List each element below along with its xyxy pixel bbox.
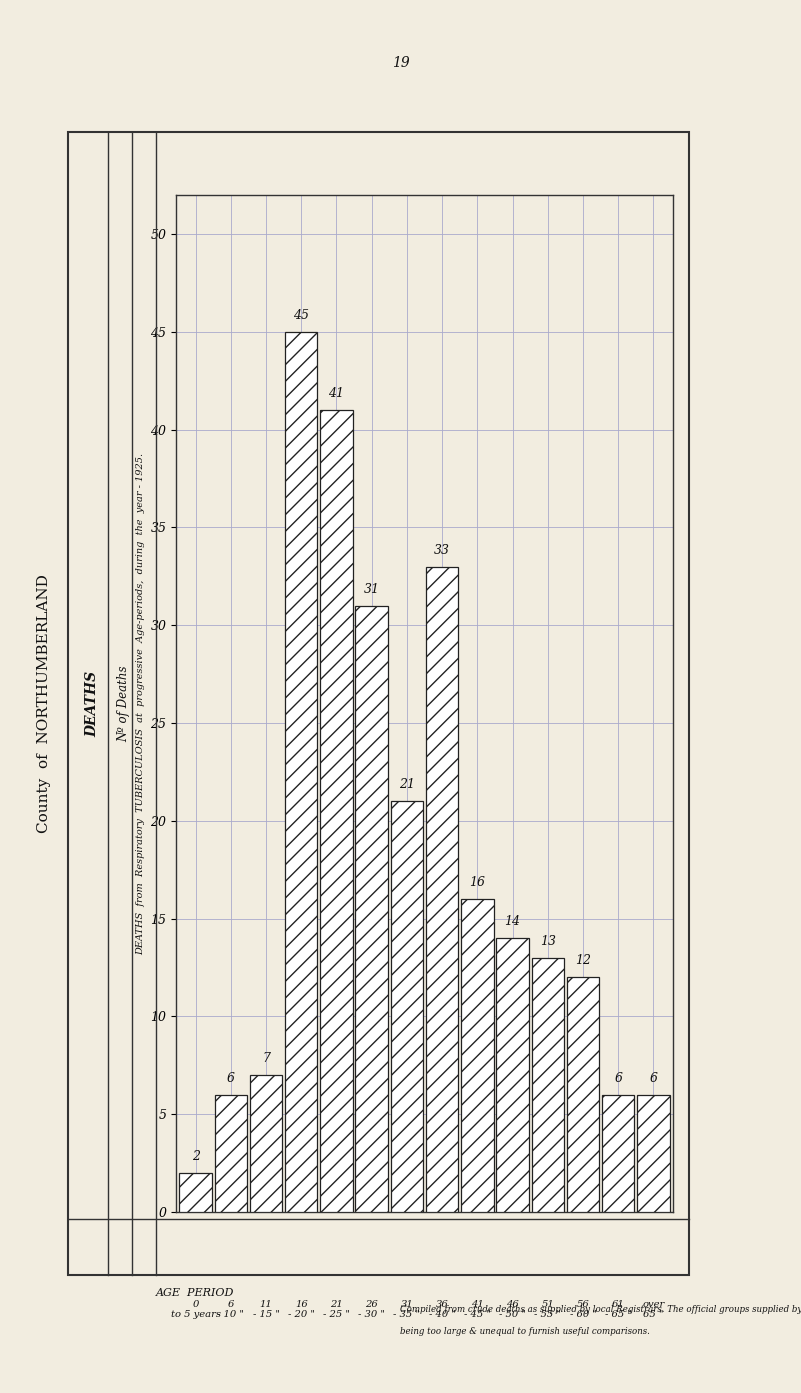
Text: AGE  PERIOD: AGE PERIOD xyxy=(156,1287,235,1298)
Bar xyxy=(567,978,599,1212)
Text: 13: 13 xyxy=(540,935,556,947)
Bar xyxy=(356,606,388,1212)
Bar xyxy=(250,1075,282,1212)
Bar xyxy=(179,1173,211,1212)
Text: 51
- 55 ": 51 - 55 " xyxy=(534,1300,562,1319)
Text: 36
- 40 ": 36 - 40 " xyxy=(429,1300,456,1319)
Text: 45: 45 xyxy=(293,309,309,322)
Bar xyxy=(532,958,564,1212)
Text: 31: 31 xyxy=(364,582,380,596)
Text: 41
- 45 ": 41 - 45 " xyxy=(464,1300,491,1319)
Text: 61
- 65 ": 61 - 65 " xyxy=(605,1300,632,1319)
Text: 16: 16 xyxy=(469,876,485,889)
Text: DEATHS  from  Respiratory  TUBERCULOSIS  at  progressive  Age-periods,  during  : DEATHS from Respiratory TUBERCULOSIS at … xyxy=(135,453,145,954)
Text: 6
- 10 ": 6 - 10 " xyxy=(217,1300,244,1319)
Text: 41: 41 xyxy=(328,387,344,400)
Text: 21: 21 xyxy=(399,779,415,791)
Text: 12: 12 xyxy=(575,954,591,968)
Text: 2: 2 xyxy=(191,1151,199,1163)
Bar xyxy=(461,898,493,1212)
Text: 46
- 50 ": 46 - 50 " xyxy=(499,1300,526,1319)
Bar xyxy=(320,410,352,1212)
Text: 33: 33 xyxy=(434,543,450,557)
Text: 7: 7 xyxy=(262,1052,270,1066)
Text: over
65 ": over 65 " xyxy=(642,1300,665,1319)
Bar xyxy=(391,801,423,1212)
Text: 16
- 20 ": 16 - 20 " xyxy=(288,1300,315,1319)
Text: being too large & unequal to furnish useful comparisons.: being too large & unequal to furnish use… xyxy=(400,1328,650,1336)
Text: 6: 6 xyxy=(650,1071,658,1085)
Text: 26
- 30 ": 26 - 30 " xyxy=(358,1300,385,1319)
Text: 31
- 35 ": 31 - 35 " xyxy=(393,1300,421,1319)
Text: 0
to 5 years: 0 to 5 years xyxy=(171,1300,220,1319)
Text: Compiled from crude deaths as supplied by local Registrars. The official groups : Compiled from crude deaths as supplied b… xyxy=(400,1305,801,1314)
Text: 56
- 60 ": 56 - 60 " xyxy=(570,1300,597,1319)
Text: 6: 6 xyxy=(614,1071,622,1085)
Text: County  of  NORTHUMBERLAND: County of NORTHUMBERLAND xyxy=(37,574,51,833)
Bar xyxy=(426,567,458,1212)
Text: 19: 19 xyxy=(392,56,409,70)
Text: 6: 6 xyxy=(227,1071,235,1085)
Text: DEATHS: DEATHS xyxy=(85,670,99,737)
Text: 21
- 25 ": 21 - 25 " xyxy=(323,1300,350,1319)
Bar xyxy=(638,1095,670,1212)
Bar xyxy=(602,1095,634,1212)
Bar xyxy=(215,1095,247,1212)
Bar xyxy=(497,937,529,1212)
Bar xyxy=(285,332,317,1212)
Text: 11
- 15 ": 11 - 15 " xyxy=(252,1300,280,1319)
Text: Nº of Deaths: Nº of Deaths xyxy=(118,666,131,741)
Text: 14: 14 xyxy=(505,915,521,928)
